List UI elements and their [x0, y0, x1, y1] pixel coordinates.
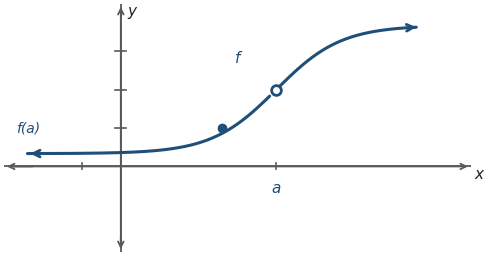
- Text: a: a: [272, 182, 281, 196]
- Text: f(a): f(a): [16, 121, 40, 135]
- Text: x: x: [474, 167, 484, 182]
- Text: f: f: [235, 51, 240, 66]
- Text: y: y: [127, 4, 136, 19]
